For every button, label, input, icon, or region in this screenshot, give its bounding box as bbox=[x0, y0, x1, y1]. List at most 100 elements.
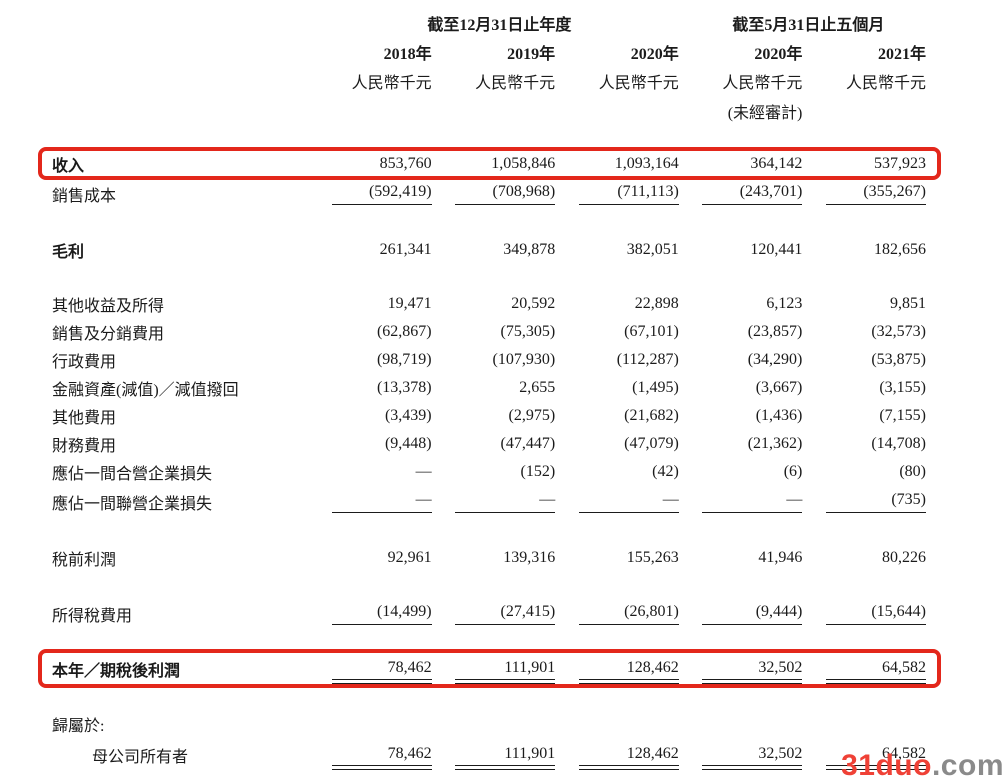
value-cell: (34,290) bbox=[685, 351, 809, 369]
value-text: (6) bbox=[783, 463, 803, 480]
value-cell: (6) bbox=[685, 463, 809, 481]
value-cell: 80,226 bbox=[808, 549, 932, 567]
value-text: 139,316 bbox=[503, 549, 556, 566]
value-cell bbox=[685, 715, 809, 733]
value-cell: 182,656 bbox=[808, 241, 932, 259]
table-row: 毛利 261,341 349,878 382,051 120,441 182,656 bbox=[52, 236, 932, 264]
value-text: (80) bbox=[899, 463, 926, 480]
value-cell: (14,499) bbox=[314, 603, 438, 625]
value-cell: (21,682) bbox=[561, 407, 685, 425]
value-text: 2,655 bbox=[519, 379, 556, 396]
table-row: 銷售及分銷費用 (62,867) (75,305) (67,101) (23,857) (… bbox=[52, 318, 932, 346]
value-text: 128,462 bbox=[578, 745, 679, 770]
year-header-row: 2018年 2019年 2020年 2020年 2021年 bbox=[52, 38, 932, 66]
value-text: (47,079) bbox=[624, 435, 679, 452]
year-label: 2020年 bbox=[754, 46, 803, 63]
value-cell: 111,901 bbox=[438, 745, 562, 770]
value-text: (13,378) bbox=[376, 379, 432, 396]
value-cell: (3,155) bbox=[808, 379, 932, 397]
value-text: 64,582 bbox=[825, 745, 926, 770]
value-text: 32,502 bbox=[702, 745, 803, 770]
value-cell: 20,592 bbox=[438, 295, 562, 313]
value-text: 128,462 bbox=[578, 659, 679, 684]
value-text: (243,701) bbox=[702, 183, 803, 205]
income-statement-table: 截至12月31日止年度 截至5月31日止五個月 2018年 2019年 2020… bbox=[38, 8, 941, 772]
value-text: 364,142 bbox=[750, 155, 803, 172]
row-label: 歸屬於: bbox=[52, 718, 105, 735]
note-cell bbox=[314, 102, 438, 120]
value-cell: 853,760 bbox=[314, 155, 438, 173]
table-row: 應佔一間合營企業損失 — (152) (42) (6) (80) bbox=[52, 458, 932, 486]
value-cell: 41,946 bbox=[685, 549, 809, 567]
value-text: (23,857) bbox=[747, 323, 803, 340]
value-text: (14,708) bbox=[871, 435, 926, 452]
year-label: 2018年 bbox=[383, 46, 432, 63]
value-text: 853,760 bbox=[379, 155, 432, 172]
value-text: (3,155) bbox=[879, 379, 926, 396]
value-text: 78,462 bbox=[331, 659, 432, 684]
value-cell: 349,878 bbox=[438, 241, 562, 259]
value-cell: (98,719) bbox=[314, 351, 438, 369]
table-row: 財務費用 (9,448) (47,447) (47,079) (21,362) (14,7… bbox=[52, 430, 932, 458]
value-text: 182,656 bbox=[873, 241, 926, 258]
value-text: 111,901 bbox=[455, 659, 556, 684]
value-text: — bbox=[702, 491, 803, 513]
value-text: (9,448) bbox=[384, 435, 432, 452]
watermark-domain-suffix: .com bbox=[931, 749, 1004, 782]
value-cell: (53,875) bbox=[808, 351, 932, 369]
value-cell: 364,142 bbox=[685, 155, 809, 173]
value-cell: 128,462 bbox=[561, 659, 685, 684]
period-group-header-row: 截至12月31日止年度 截至5月31日止五個月 bbox=[52, 8, 932, 38]
value-text: 537,923 bbox=[873, 155, 926, 172]
note-cell bbox=[808, 102, 932, 120]
value-cell: (592,419) bbox=[314, 183, 438, 205]
value-cell: 9,851 bbox=[808, 295, 932, 313]
value-cell: (107,930) bbox=[438, 351, 562, 369]
value-text: 92,961 bbox=[387, 549, 432, 566]
unit-cell: 人民幣千元 bbox=[685, 69, 809, 93]
value-cell: (21,362) bbox=[685, 435, 809, 453]
value-text: 261,341 bbox=[379, 241, 432, 258]
row-label: 金融資產(減值)／減值撥回 bbox=[52, 382, 239, 399]
row-label: 應佔一間聯營企業損失 bbox=[52, 496, 213, 513]
unaudited-label: (未經審計) bbox=[727, 105, 803, 122]
value-cell: 120,441 bbox=[685, 241, 809, 259]
row-label: 本年／期稅後利潤 bbox=[52, 663, 181, 680]
value-cell: (80) bbox=[808, 463, 932, 481]
value-text: (32,573) bbox=[871, 323, 926, 340]
value-text: 1,093,164 bbox=[614, 155, 679, 172]
table-row: 歸屬於: bbox=[52, 710, 932, 738]
value-cell: (32,573) bbox=[808, 323, 932, 341]
value-cell: (711,113) bbox=[561, 183, 685, 205]
value-cell: (152) bbox=[438, 463, 562, 481]
value-text: (2,975) bbox=[508, 407, 556, 424]
value-cell: 92,961 bbox=[314, 549, 438, 567]
value-text: 78,462 bbox=[331, 745, 432, 770]
note-cell-unaudited: (未經審計) bbox=[685, 99, 809, 123]
value-cell: (23,857) bbox=[685, 323, 809, 341]
value-cell: 32,502 bbox=[685, 745, 809, 770]
unit-label: 人民幣千元 bbox=[598, 75, 679, 92]
audit-note-row: (未經審計) bbox=[52, 96, 932, 126]
value-cell bbox=[314, 715, 438, 733]
value-cell bbox=[438, 715, 562, 733]
row-label: 行政費用 bbox=[52, 354, 117, 371]
value-cell: (27,415) bbox=[438, 603, 562, 625]
value-cell: 78,462 bbox=[314, 659, 438, 684]
unit-label: 人民幣千元 bbox=[475, 75, 556, 92]
value-text: (42) bbox=[652, 463, 679, 480]
value-text: (9,444) bbox=[702, 603, 803, 625]
unit-cell: 人民幣千元 bbox=[314, 69, 438, 93]
value-cell: (47,079) bbox=[561, 435, 685, 453]
table-row: 其他收益及所得 19,471 20,592 22,898 6,123 9,851 bbox=[52, 290, 932, 318]
value-text: 80,226 bbox=[881, 549, 926, 566]
value-cell: 6,123 bbox=[685, 295, 809, 313]
year-label: 2019年 bbox=[507, 46, 556, 63]
unit-cell: 人民幣千元 bbox=[808, 69, 932, 93]
value-text: (15,644) bbox=[825, 603, 926, 625]
row-label: 其他收益及所得 bbox=[52, 298, 165, 315]
value-cell: 32,502 bbox=[685, 659, 809, 684]
value-text: (34,290) bbox=[747, 351, 803, 368]
value-text: (355,267) bbox=[825, 183, 926, 205]
